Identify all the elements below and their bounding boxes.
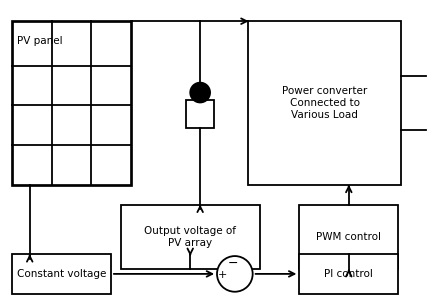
Circle shape — [190, 83, 210, 103]
Text: Power converter
Connected to
Various Load: Power converter Connected to Various Loa… — [282, 86, 367, 119]
Circle shape — [217, 256, 253, 292]
Bar — [299, 204, 398, 269]
Bar — [12, 21, 131, 185]
Text: −: − — [227, 257, 238, 270]
Text: PI control: PI control — [324, 269, 373, 279]
Bar — [248, 21, 401, 185]
Text: Constant voltage: Constant voltage — [17, 269, 106, 279]
Text: PV panel: PV panel — [17, 36, 62, 46]
Bar — [121, 204, 260, 269]
Bar — [299, 254, 398, 294]
Bar — [12, 254, 111, 294]
Text: Output voltage of
PV array: Output voltage of PV array — [144, 226, 236, 247]
Bar — [186, 100, 214, 128]
Text: +: + — [218, 270, 228, 280]
Text: PWM control: PWM control — [316, 232, 381, 242]
